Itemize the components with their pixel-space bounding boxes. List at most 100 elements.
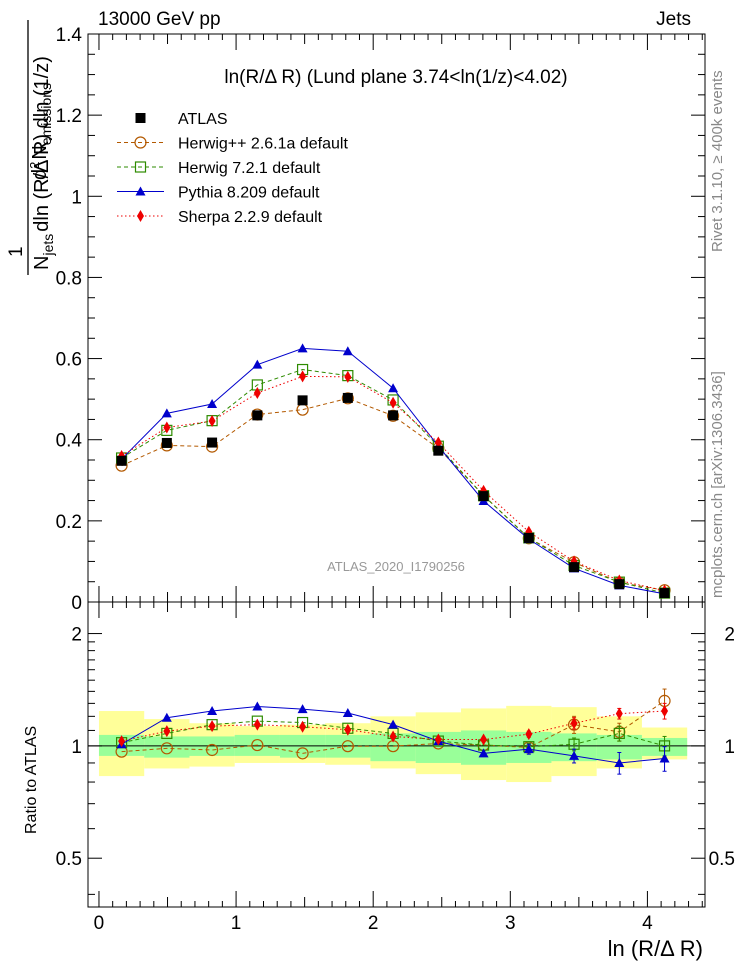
y-tick-label: 1.2 [56, 106, 82, 127]
point-pythia-8-209-default [342, 346, 353, 356]
ylabel-den-N: N [31, 256, 53, 270]
ratio-point-herwig-2-6-1a-default [205, 743, 219, 757]
legend-marker-herwig-2-6-1a-default [134, 136, 147, 149]
point-herwig-2-6-1a-default [341, 392, 354, 405]
x-tick-label: 2 [368, 913, 379, 934]
ylabel-denominator: Njets dln (R/Δ R) dln (1/z) [31, 56, 56, 270]
point-sherpa-2-2-9-default [299, 370, 307, 383]
mcplots-label: mcplots.cern.ch [arXiv:1306.3436] [709, 371, 726, 598]
point-atlas [252, 410, 263, 421]
main-panel: 0 0.2 0.4 0.6 0.8 1 1.2 1.4 ln(R/Δ R) (Lund pla… [56, 25, 706, 614]
ratio-point-pythia-8-209-default [478, 748, 489, 758]
ratio-frame [87, 601, 706, 908]
ratio-point-herwig-2-6-1a-default [251, 738, 264, 752]
ratio-point-herwig-2-6-1a-default [296, 747, 309, 760]
point-herwig-2-6-1a-default [386, 409, 400, 422]
point-sherpa-2-2-9-default [434, 436, 442, 449]
ratio-point-sherpa-2-2-9-default [661, 705, 669, 718]
ratio-series [115, 688, 671, 775]
point-sherpa-2-2-9-default [389, 396, 397, 409]
y-tick-label: 1 [71, 187, 82, 208]
y-tick-label: 1.4 [56, 25, 83, 46]
y-axis-label: 1 d2 Nemissions Njets dln (R/Δ R) dln (1/z… [6, 20, 56, 275]
ratio-point-sherpa-2-2-9-default [389, 730, 397, 743]
ratio-point-sherpa-2-2-9-default [208, 720, 216, 733]
ratio-point-pythia-8-209-default [297, 704, 308, 714]
ratio-point-sherpa-2-2-9-default [344, 723, 352, 736]
ratio-point-sherpa-2-2-9-default [615, 707, 623, 720]
y-tick-label: 0 [71, 593, 82, 614]
ratio-line-herwig-2-6-1a-default [121, 700, 665, 754]
legend-marker-pythia-8-209-default [135, 186, 146, 196]
y-tick-label: 0.4 [56, 431, 83, 452]
x-axis-label: ln (R/Δ R) [608, 936, 703, 961]
ratio-point-pythia-8-209-default [569, 750, 580, 760]
point-sherpa-2-2-9-default [344, 370, 352, 383]
ratio-point-sherpa-2-2-9-default [253, 718, 261, 731]
point-pythia-8-209-default [297, 343, 308, 353]
point-atlas [342, 392, 353, 403]
point-sherpa-2-2-9-default [163, 421, 171, 434]
ratio-point-sherpa-2-2-9-default [570, 717, 578, 730]
ylabel-num-sub: emissions [38, 83, 54, 145]
ratio-tick-label: 0.5 [56, 849, 82, 870]
legend-marker-atlas [135, 113, 146, 123]
process-label: Jets [656, 9, 691, 30]
point-atlas [614, 579, 625, 590]
rivet-label: Rivet 3.1.10, ≥ 400k events [709, 70, 726, 252]
ylabel-num-N: N [29, 145, 51, 159]
x-tick-label: 1 [231, 913, 242, 934]
point-pythia-8-209-default [252, 359, 263, 369]
ratio-point-pythia-8-209-default [252, 701, 263, 711]
analysis-watermark: ATLAS_2020_I1790256 [327, 559, 465, 574]
ratio-ticks: 0 1 2 3 4 0.5 0.5 1 1 2 2 [56, 602, 735, 934]
point-sherpa-2-2-9-default [253, 387, 261, 400]
legend-label-pythia-8-209-default: Pythia 8.209 default [178, 185, 320, 202]
main-ticks: 0 0.2 0.4 0.6 0.8 1 1.2 1.4 [56, 25, 705, 614]
ratio-point-herwig-2-6-1a-default [160, 742, 173, 755]
chart-title: ln(R/Δ R) (Lund plane 3.74<ln(1/z)<4.02) [224, 67, 567, 88]
x-tick-label: 3 [505, 913, 516, 934]
point-atlas [207, 437, 218, 448]
point-atlas [116, 455, 127, 466]
ratio-point-pythia-8-209-default [523, 744, 534, 754]
ratio-tick-label: 2 [71, 625, 82, 646]
main-series [115, 343, 671, 599]
ratio-point-pythia-8-209-default [161, 712, 172, 722]
ratio-point-pythia-8-209-default [342, 707, 353, 717]
ratio-tick-label-right: 2 [724, 625, 735, 646]
ratio-point-sherpa-2-2-9-default [118, 735, 126, 748]
ylabel-num-d: d [29, 169, 51, 180]
ratio-point-herwig-2-6-1a-default [341, 740, 354, 753]
ratio-point-sherpa-2-2-9-default [525, 728, 533, 741]
ylabel-numerator: d2 Nemissions [27, 83, 54, 180]
legend-label-sherpa-2-2-9-default: Sherpa 2.2.9 default [178, 209, 323, 226]
legend-marker-herwig-7-2-1-default [134, 161, 147, 173]
ratio-tick-label-right: 0.5 [709, 849, 735, 870]
ratio-panel: 0 1 2 3 4 0.5 0.5 1 1 2 2 [56, 601, 735, 934]
ratio-tick-label-right: 1 [724, 737, 735, 758]
y-tick-label: 0.8 [56, 268, 82, 289]
point-pythia-8-209-default [161, 408, 172, 418]
legend-marker-sherpa-2-2-9-default [137, 210, 144, 222]
ratio-uncertainty-bands [98, 705, 688, 783]
point-pythia-8-209-default [207, 399, 218, 409]
ratio-tick-label: 1 [71, 737, 82, 758]
point-atlas [388, 410, 399, 421]
point-atlas [523, 532, 534, 543]
point-atlas [161, 437, 172, 448]
y-tick-label: 0.2 [56, 512, 82, 533]
ratio-point-pythia-8-209-default [207, 706, 218, 716]
ratio-point-pythia-8-209-default [388, 719, 399, 729]
x-tick-label: 4 [642, 913, 653, 934]
point-atlas [297, 395, 308, 406]
ratio-point-herwig-7-2-1-default [613, 727, 625, 740]
legend-label-herwig-2-6-1a-default: Herwig++ 2.6.1a default [178, 136, 348, 153]
legend-label-herwig-7-2-1-default: Herwig 7.2.1 default [178, 160, 321, 177]
point-atlas [569, 562, 580, 573]
ratio-point-pythia-8-209-default [614, 757, 625, 767]
point-sherpa-2-2-9-default [208, 415, 216, 428]
ratio-point-sherpa-2-2-9-default [163, 725, 171, 738]
ratio-point-pythia-8-209-default [659, 753, 670, 763]
